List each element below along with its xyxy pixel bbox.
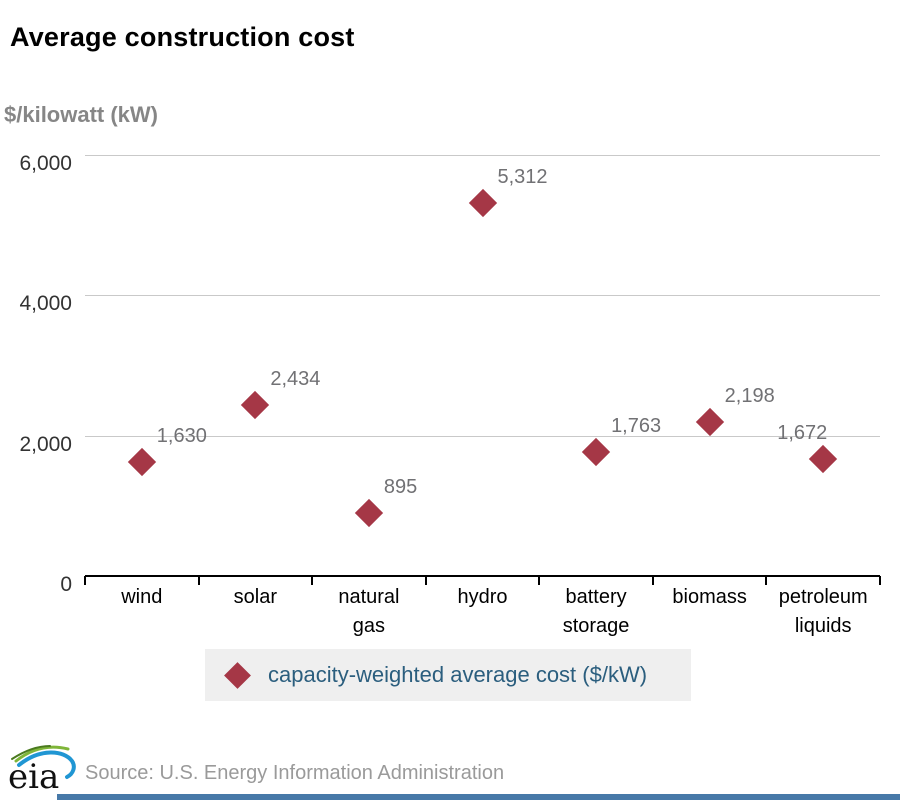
x-axis-category-label: solar (233, 586, 278, 608)
data-point-value-label: 1,630 (156, 424, 207, 447)
data-point-value-label: 1,763 (611, 415, 662, 438)
footer-accent-bar (57, 794, 900, 800)
x-axis-tick (197, 576, 200, 585)
chart-title: Average construction cost (10, 22, 355, 52)
eia-logo: eia (8, 745, 76, 792)
y-axis-tick-label: 6,000 (19, 152, 72, 175)
data-point-diamond-natural-gas (354, 499, 384, 528)
eia-logo-text: eia (8, 757, 59, 792)
x-axis-tick (311, 576, 314, 585)
y-axis-unit-label: $/kilowatt (kW) (4, 102, 159, 127)
legend: capacity-weighted average cost ($/kW) (205, 649, 691, 701)
eia-logo-blue-swoosh (17, 750, 76, 779)
legend-diamond-marker-icon (224, 661, 251, 689)
x-axis-tick (424, 576, 427, 585)
gridline (85, 435, 880, 437)
y-axis-tick-label: 0 (60, 573, 72, 596)
gridline (85, 295, 880, 297)
data-point-diamond-wind (127, 447, 156, 476)
y-axis-tick-label: 4,000 (19, 292, 72, 316)
source-attribution: Source: U.S. Energy Information Administ… (85, 762, 505, 784)
data-point-value-label: 1,672 (777, 421, 828, 444)
x-axis-line (85, 575, 880, 577)
data-point-diamond-hydro (468, 189, 497, 218)
x-axis-category-label: petroleum liquids (778, 586, 868, 637)
data-point-value-label: 895 (383, 476, 418, 499)
x-axis-category-label: wind (121, 586, 163, 608)
data-point-diamond-petroleum-liquids (809, 444, 838, 473)
x-axis-tick (765, 576, 768, 585)
data-point-diamond-biomass (695, 407, 724, 436)
x-axis-tick (879, 576, 881, 585)
legend-series-label: capacity-weighted average cost ($/kW) (268, 662, 648, 687)
gridline (85, 155, 880, 156)
y-axis-tick-label: 2,000 (19, 432, 72, 456)
data-point-diamond-solar (241, 391, 270, 420)
x-axis-tick (538, 576, 541, 585)
x-axis-category-label: hydro (457, 586, 508, 608)
x-axis-category-label: biomass (672, 586, 747, 608)
data-point-value-label: 5,312 (497, 166, 548, 189)
x-axis-category-label: battery storage (562, 586, 630, 637)
data-point-value-label: 2,434 (270, 368, 321, 391)
footer: eia Source: U.S. Energy Information Admi… (0, 735, 900, 800)
x-axis-tick (651, 576, 654, 585)
eia-logo-dark-green-swoosh (11, 745, 51, 760)
eia-logo-green-swoosh (14, 745, 70, 763)
data-point-diamond-battery-storage (581, 438, 611, 467)
x-axis-category-label: natural gas (338, 586, 400, 637)
x-axis-tick (84, 576, 86, 585)
data-point-value-label: 2,198 (724, 384, 775, 407)
